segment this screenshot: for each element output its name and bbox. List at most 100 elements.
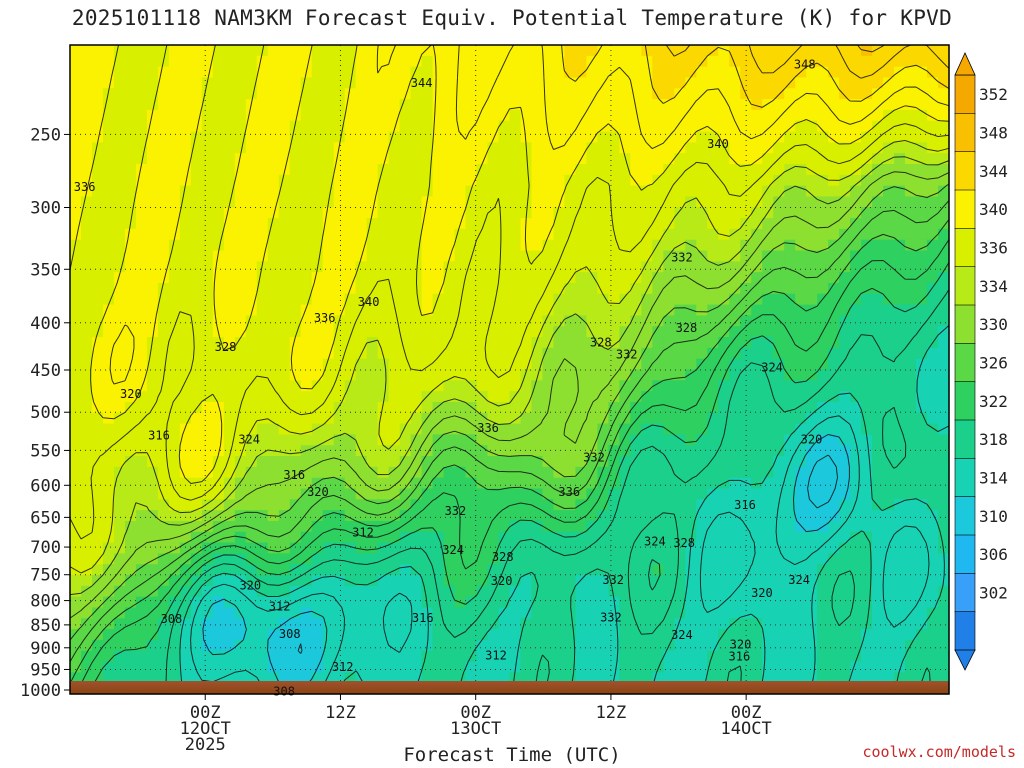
heatmap-cell	[278, 585, 291, 598]
heatmap-cell	[817, 88, 829, 100]
heatmap-cell	[575, 250, 588, 262]
heatmap-cell	[806, 99, 818, 111]
heatmap-cell	[696, 99, 708, 111]
heatmap-cell	[872, 499, 884, 511]
heatmap-cell	[707, 261, 719, 273]
heatmap-cell	[432, 45, 445, 57]
heatmap-cell	[70, 661, 82, 673]
heatmap-cell	[608, 629, 620, 641]
heatmap-cell	[476, 412, 489, 425]
contour-label: 328	[215, 340, 237, 354]
heatmap-cell	[916, 337, 928, 349]
heatmap-cell	[498, 315, 511, 327]
heatmap-cell	[564, 401, 577, 414]
heatmap-cell	[300, 661, 313, 673]
heatmap-cell	[762, 99, 774, 111]
heatmap-cell	[223, 120, 236, 133]
heatmap-cell	[146, 261, 159, 273]
heatmap-cell	[311, 358, 324, 371]
heatmap-cell	[685, 185, 697, 198]
heatmap-cell	[168, 77, 181, 89]
heatmap-cell	[410, 423, 423, 435]
heatmap-cell	[872, 185, 884, 198]
heatmap-cell	[322, 520, 335, 533]
heatmap-cell	[212, 391, 225, 403]
heatmap-cell	[630, 391, 642, 403]
heatmap-cell	[168, 456, 181, 468]
heatmap-cell	[212, 196, 225, 208]
heatmap-cell	[91, 639, 104, 652]
heatmap-cell	[509, 672, 522, 684]
heatmap-cell	[487, 596, 500, 609]
heatmap-cell	[102, 163, 115, 176]
heatmap-cell	[729, 661, 741, 673]
heatmap-cell	[190, 261, 203, 273]
heatmap-cell	[366, 391, 379, 403]
heatmap-cell	[663, 358, 675, 371]
heatmap-cell	[311, 596, 324, 609]
heatmap-cell	[883, 434, 895, 446]
heatmap-cell	[190, 639, 203, 652]
heatmap-cell	[256, 77, 269, 89]
heatmap-cell	[234, 261, 247, 273]
heatmap-cell	[883, 304, 895, 317]
heatmap-cell	[883, 564, 895, 576]
heatmap-cell	[80, 499, 93, 511]
heatmap-cell	[729, 228, 741, 241]
heatmap-cell	[168, 45, 181, 57]
heatmap-cell	[465, 542, 478, 554]
heatmap-cell	[256, 434, 269, 446]
heatmap-cell	[399, 45, 412, 57]
heatmap-cell	[597, 88, 609, 100]
heatmap-cell	[245, 239, 258, 252]
heatmap-cell	[135, 99, 148, 111]
heatmap-cell	[179, 639, 192, 652]
x-tick-label: 00Z	[731, 703, 762, 723]
heatmap-cell	[322, 88, 335, 100]
heatmap-cell	[509, 564, 522, 576]
heatmap-cell	[410, 315, 423, 327]
heatmap-cell	[487, 477, 500, 490]
heatmap-cell	[795, 412, 807, 425]
heatmap-cell	[619, 120, 631, 133]
heatmap-cell	[872, 488, 884, 500]
heatmap-cell	[234, 131, 247, 143]
heatmap-cell	[531, 55, 544, 68]
heatmap-cell	[740, 99, 752, 111]
heatmap-cell	[729, 109, 741, 122]
heatmap-cell	[773, 218, 785, 230]
heatmap-cell	[894, 531, 906, 544]
contour-labels: 3483443403363323403363283283283323243203…	[74, 58, 823, 699]
heatmap-cell	[806, 434, 818, 446]
heatmap-cell	[135, 369, 148, 381]
heatmap-cell	[80, 358, 93, 371]
heatmap-cell	[663, 401, 675, 414]
heatmap-cell	[344, 304, 357, 317]
heatmap-cell	[828, 542, 840, 554]
heatmap-cell	[828, 77, 840, 89]
heatmap-cell	[894, 66, 906, 79]
heatmap-cell	[828, 499, 840, 511]
heatmap-cell	[157, 672, 170, 684]
heatmap-cell	[212, 207, 225, 219]
heatmap-cell	[784, 585, 796, 598]
heatmap-cell	[751, 55, 763, 68]
heatmap-cell	[894, 131, 906, 143]
heatmap-cell	[718, 639, 730, 652]
colorbar-label: 348	[979, 124, 1008, 143]
heatmap-cell	[729, 45, 741, 57]
heatmap-cell	[564, 261, 577, 273]
heatmap-cell	[454, 499, 467, 511]
heatmap-cell	[872, 218, 884, 230]
heatmap-cell	[344, 553, 357, 565]
heatmap-cell	[399, 412, 412, 425]
heatmap-cell	[245, 120, 258, 133]
heatmap-cell	[795, 499, 807, 511]
heatmap-cell	[70, 650, 82, 663]
heatmap-cell	[278, 391, 291, 403]
heatmap-cell	[234, 45, 247, 57]
heatmap-cell	[476, 477, 489, 490]
heatmap-cell	[498, 412, 511, 425]
heatmap-cell	[597, 120, 609, 133]
heatmap-cell	[300, 434, 313, 446]
